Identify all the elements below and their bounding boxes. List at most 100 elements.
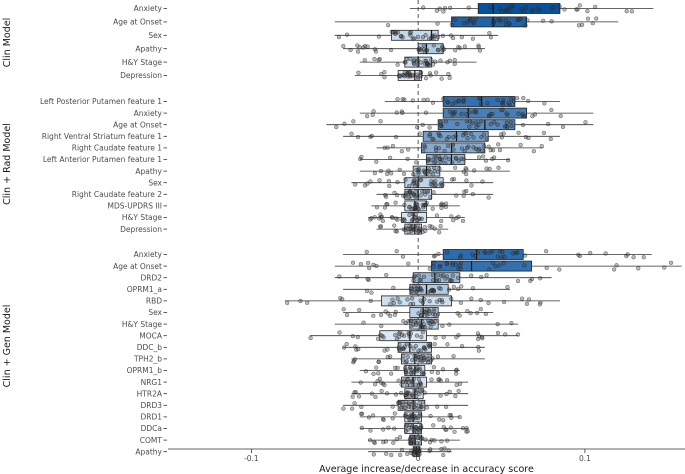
data-point xyxy=(364,249,369,255)
data-point xyxy=(439,205,444,211)
data-point xyxy=(391,285,396,290)
data-point xyxy=(428,182,433,187)
data-point xyxy=(420,300,425,305)
data-point xyxy=(502,124,508,129)
data-point xyxy=(386,168,391,173)
data-point xyxy=(464,178,469,183)
data-point xyxy=(381,417,386,423)
data-point xyxy=(407,212,412,218)
data-point xyxy=(415,182,420,187)
data-point xyxy=(416,228,421,234)
data-point xyxy=(415,369,420,374)
data-point xyxy=(592,4,598,10)
data-point xyxy=(415,34,421,40)
data-point xyxy=(457,381,463,386)
data-point xyxy=(400,217,405,223)
data-point xyxy=(366,260,371,266)
data-point xyxy=(407,391,412,396)
data-point xyxy=(562,7,567,12)
data-point xyxy=(445,342,450,347)
data-point xyxy=(405,147,411,152)
data-point xyxy=(424,405,430,410)
feature-label: RBD xyxy=(146,297,162,306)
data-point xyxy=(465,308,470,314)
data-point xyxy=(415,318,420,324)
data-point xyxy=(372,215,377,220)
data-point xyxy=(439,76,444,81)
data-point xyxy=(482,249,487,255)
box xyxy=(379,330,427,342)
data-point xyxy=(430,136,435,141)
data-point xyxy=(469,273,474,278)
data-point xyxy=(440,33,446,38)
data-point xyxy=(443,276,448,281)
data-point xyxy=(385,354,390,359)
data-point xyxy=(439,218,444,224)
data-point xyxy=(399,447,405,453)
data-point xyxy=(518,142,523,148)
data-point xyxy=(523,134,528,140)
data-point xyxy=(428,413,433,419)
data-point xyxy=(441,424,446,430)
data-point xyxy=(498,6,503,12)
data-point xyxy=(397,73,402,79)
data-point xyxy=(421,43,426,48)
data-point xyxy=(405,156,410,162)
data-point xyxy=(499,100,505,105)
data-point xyxy=(358,380,363,385)
data-point xyxy=(387,183,392,189)
data-point xyxy=(377,178,382,183)
data-point xyxy=(523,23,528,28)
data-point xyxy=(436,130,441,136)
data-point xyxy=(405,427,410,432)
data-point xyxy=(379,71,384,77)
data-point xyxy=(530,7,535,12)
data-point xyxy=(371,439,377,445)
data-point xyxy=(359,154,364,160)
data-point xyxy=(405,72,410,78)
data-point xyxy=(410,416,416,421)
data-point xyxy=(376,359,381,365)
data-point xyxy=(435,272,440,277)
data-point xyxy=(430,272,435,278)
data-point xyxy=(430,287,435,293)
data-point xyxy=(495,122,500,127)
data-point xyxy=(419,177,424,182)
data-point xyxy=(484,273,489,278)
data-point xyxy=(439,439,444,444)
data-point xyxy=(342,121,347,126)
data-point xyxy=(420,122,425,128)
data-point xyxy=(447,322,452,327)
data-point xyxy=(376,34,382,39)
data-point xyxy=(415,446,420,451)
data-point xyxy=(427,440,433,445)
data-point xyxy=(381,427,386,432)
data-point xyxy=(399,149,405,154)
data-point xyxy=(401,354,406,359)
data-point xyxy=(353,182,358,187)
data-point xyxy=(662,265,667,270)
data-point xyxy=(417,391,422,396)
data-point xyxy=(471,109,476,115)
data-point xyxy=(464,112,469,117)
panel-label-2: Clin + Gen Model xyxy=(2,305,13,388)
feature-label: Age at Onset xyxy=(113,18,162,27)
feature-label: Left Anterior Putamen feature 1 xyxy=(43,155,162,164)
data-point xyxy=(414,333,420,338)
data-point xyxy=(417,400,422,406)
data-point xyxy=(404,190,410,195)
data-point xyxy=(379,388,384,394)
data-point xyxy=(423,437,428,442)
data-point xyxy=(350,394,355,399)
feature-label: TPH2_b xyxy=(133,355,162,364)
data-point xyxy=(447,413,452,418)
data-point xyxy=(337,330,342,335)
data-point xyxy=(405,451,410,457)
data-point xyxy=(451,135,456,140)
data-point xyxy=(503,332,508,337)
data-point xyxy=(542,101,547,106)
data-point xyxy=(407,204,412,209)
data-point xyxy=(428,321,433,326)
data-point xyxy=(497,17,503,22)
data-point xyxy=(401,193,406,198)
